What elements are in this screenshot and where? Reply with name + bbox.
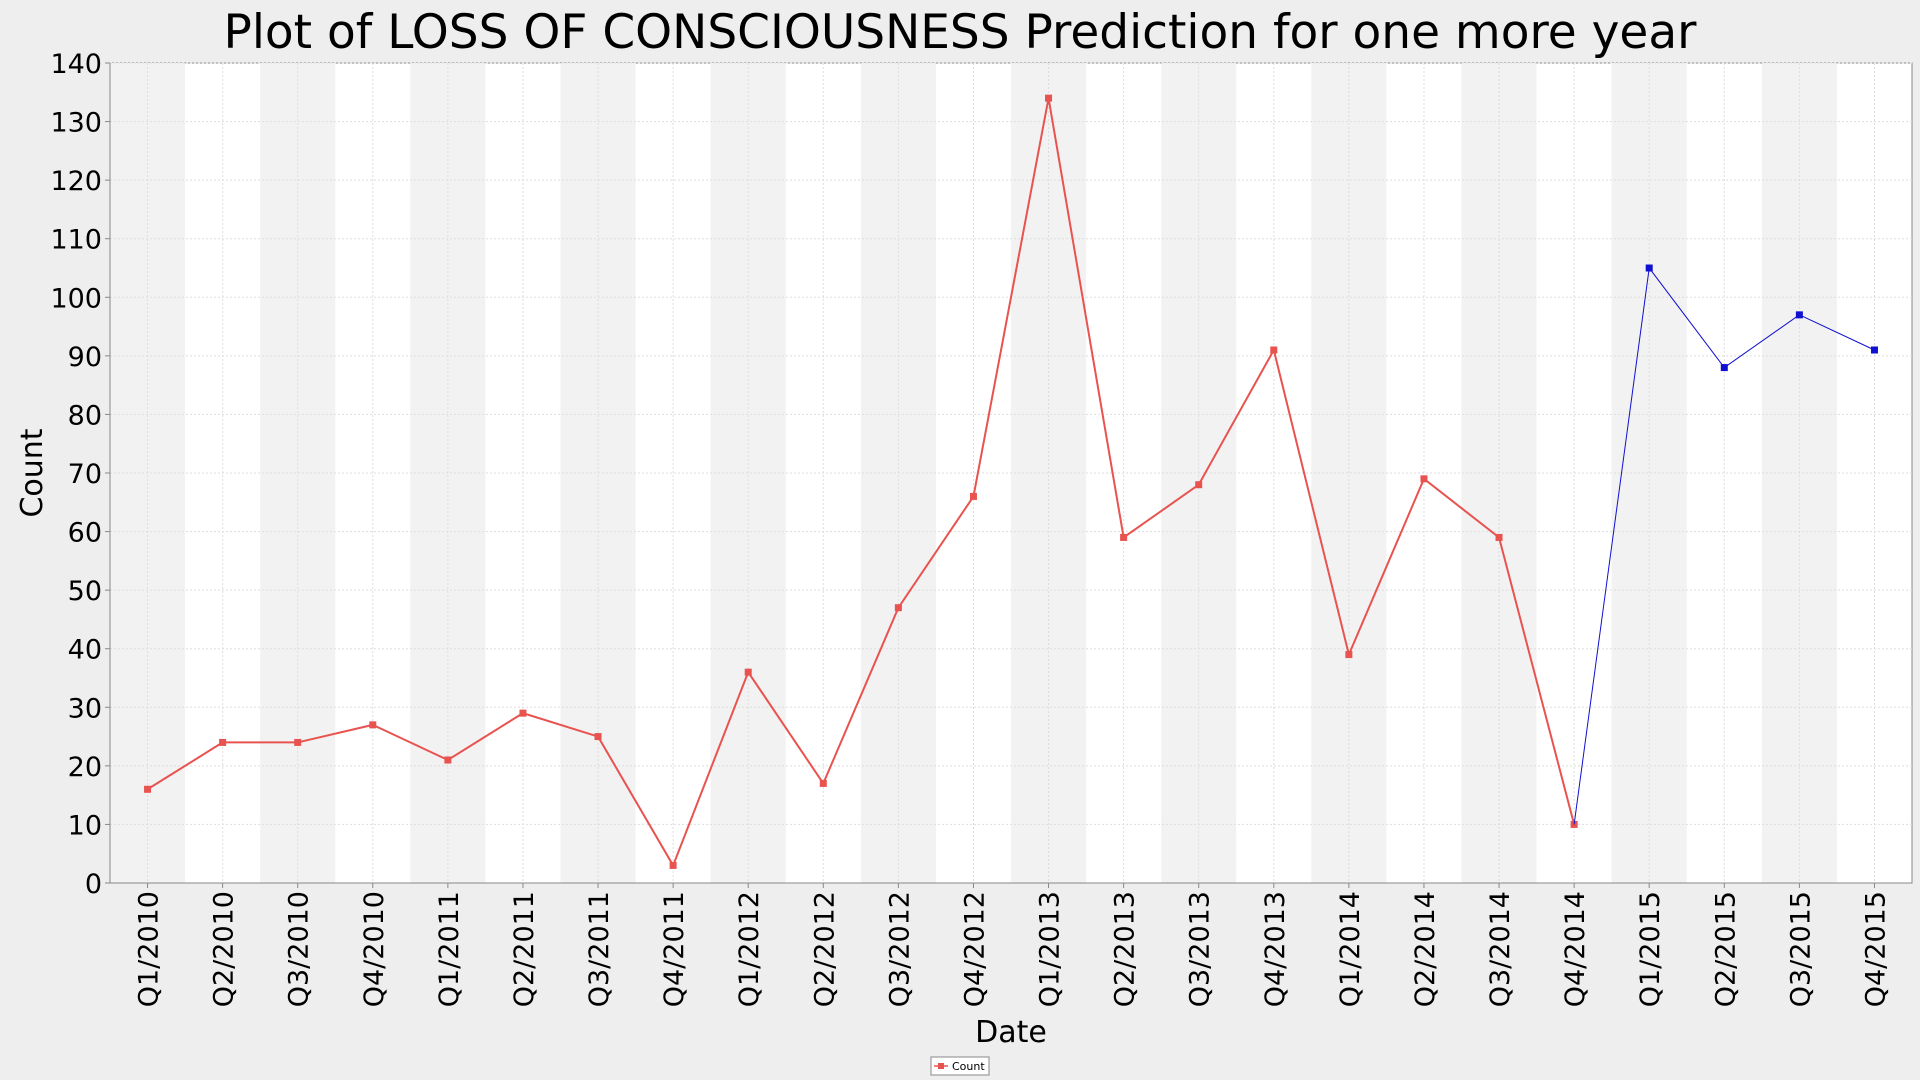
- data-point: [1420, 475, 1428, 483]
- x-tick-label: Q1/2014: [1335, 891, 1366, 1007]
- series-prediction: [1573, 264, 1878, 825]
- y-axis-ticks: 0 10 20 30 40 50 60 70 80 90 100 110 120 130 140: [50, 49, 111, 900]
- series-count: [144, 94, 1578, 869]
- y-tick-label: 40: [68, 635, 102, 666]
- x-axis-label: Date: [975, 1015, 1047, 1050]
- y-tick-label: 100: [50, 283, 102, 314]
- data-point: [1120, 533, 1128, 541]
- data-point: [669, 861, 677, 869]
- legend-swatch-marker: [938, 1063, 944, 1069]
- x-tick-label: Q3/2014: [1485, 891, 1516, 1007]
- data-point: [1870, 346, 1878, 354]
- data-point: [819, 779, 827, 787]
- x-tick-label: Q1/2012: [734, 891, 765, 1007]
- y-tick-label: 60: [68, 518, 102, 549]
- data-point: [1795, 311, 1803, 319]
- series-layer: [144, 94, 1878, 869]
- y-tick-label: 30: [68, 693, 102, 724]
- x-tick-label: Q4/2015: [1860, 891, 1891, 1007]
- y-tick-label: 80: [68, 400, 102, 431]
- y-tick-label: 90: [68, 342, 102, 373]
- y-tick-label: 70: [68, 459, 102, 490]
- data-point: [1645, 264, 1653, 272]
- y-tick-label: 120: [50, 166, 102, 197]
- data-point: [1345, 651, 1353, 659]
- y-tick-label: 140: [50, 49, 102, 80]
- data-point: [969, 492, 977, 500]
- data-point: [519, 709, 527, 717]
- x-tick-label: Q1/2010: [134, 891, 165, 1007]
- x-tick-label: Q4/2013: [1260, 891, 1291, 1007]
- chart-title: Plot of LOSS OF CONSCIOUSNESS Prediction…: [224, 5, 1698, 60]
- x-tick-label: Q3/2015: [1785, 891, 1816, 1007]
- x-tick-label: Q3/2011: [584, 891, 615, 1007]
- x-tick-label: Q2/2015: [1710, 891, 1741, 1007]
- series-line: [147, 97, 1576, 868]
- data-point: [1195, 481, 1203, 489]
- x-tick-label: Q3/2010: [284, 891, 315, 1007]
- x-tick-label: Q2/2010: [209, 891, 240, 1007]
- x-tick-label: Q4/2012: [959, 891, 990, 1007]
- data-point: [219, 738, 227, 746]
- x-tick-label: Q2/2013: [1110, 891, 1141, 1007]
- x-tick-label: Q1/2011: [434, 891, 465, 1007]
- x-tick-label: Q3/2013: [1185, 891, 1216, 1007]
- data-point: [1045, 94, 1053, 102]
- x-tick-label: Q4/2010: [359, 891, 390, 1007]
- y-tick-label: 20: [68, 752, 102, 783]
- data-point: [144, 785, 152, 793]
- x-tick-label: Q4/2011: [659, 891, 690, 1007]
- x-tick-label: Q2/2012: [809, 891, 840, 1007]
- y-tick-label: 110: [50, 225, 102, 256]
- y-tick-label: 10: [68, 810, 102, 841]
- data-point: [594, 733, 602, 741]
- x-tick-label: Q1/2015: [1635, 891, 1666, 1007]
- y-axis-label: Count: [15, 428, 50, 517]
- data-point: [894, 604, 902, 612]
- data-point: [1720, 364, 1728, 372]
- x-axis-ticks: Q1/2010 Q2/2010 Q3/2010 Q4/2010 Q1/2011 Q2/20…: [110, 882, 1912, 1007]
- legend: Count: [930, 1056, 990, 1076]
- x-tick-label: Q3/2012: [884, 891, 915, 1007]
- data-point: [744, 668, 752, 676]
- x-tick-label: Q2/2014: [1410, 891, 1441, 1007]
- y-tick-label: 50: [68, 576, 102, 607]
- x-tick-label: Q1/2013: [1035, 891, 1066, 1007]
- y-tick-label: 0: [85, 869, 102, 900]
- legend-label-count: Count: [952, 1060, 985, 1073]
- legend-box: [930, 1056, 990, 1076]
- x-tick-label: Q2/2011: [509, 891, 540, 1007]
- data-point: [1270, 346, 1278, 354]
- x-tick-label: Q4/2014: [1560, 891, 1591, 1007]
- data-point: [444, 756, 452, 764]
- y-tick-label: 130: [50, 108, 102, 139]
- data-point: [294, 738, 302, 746]
- data-point: [369, 721, 377, 729]
- data-point: [1495, 533, 1503, 541]
